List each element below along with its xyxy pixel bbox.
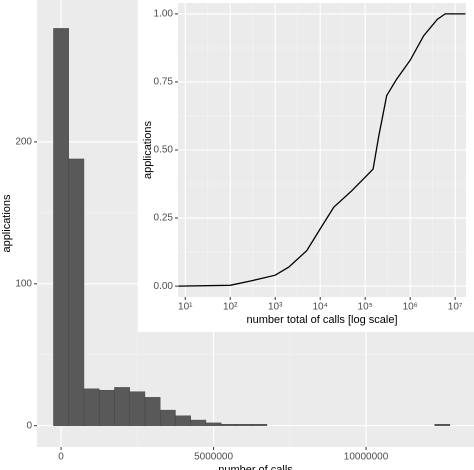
- x-tick-label: 10²: [223, 302, 238, 313]
- x-tick-label: 5000000: [194, 452, 233, 463]
- y-tick-label: 0.50: [154, 145, 174, 156]
- y-tick-label: 1.00: [154, 9, 174, 20]
- x-axis-label: number total of calls [log scale]: [246, 314, 397, 326]
- y-tick-label: 0.00: [154, 281, 174, 292]
- bar: [114, 387, 130, 426]
- x-tick-label: 10³: [268, 302, 283, 313]
- bar: [99, 390, 115, 426]
- x-tick-label: 10000000: [344, 452, 389, 463]
- bar: [175, 415, 191, 426]
- x-tick-label: 10⁴: [313, 302, 328, 313]
- y-tick-label: 0.25: [154, 213, 174, 224]
- x-tick-label: 10¹: [178, 302, 193, 313]
- x-tick-label: 10⁵: [358, 302, 373, 313]
- bar: [236, 424, 252, 426]
- bar: [190, 419, 207, 426]
- y-tick-label: 200: [15, 137, 32, 148]
- y-tick-label: 0: [26, 420, 32, 431]
- y-tick-label: 100: [15, 278, 32, 289]
- x-tick-label: 0: [58, 452, 64, 463]
- y-tick-label: 0.75: [154, 77, 174, 88]
- bar: [160, 409, 176, 426]
- y-axis-label: applications: [142, 120, 154, 179]
- bar: [220, 424, 237, 426]
- bar: [251, 424, 268, 426]
- bar: [434, 424, 451, 426]
- bar: [129, 391, 146, 426]
- x-tick-label: 10⁶: [403, 302, 418, 313]
- bar: [144, 397, 161, 426]
- bar: [68, 158, 85, 426]
- bar: [83, 388, 100, 426]
- line: [178, 13, 466, 287]
- x-tick-label: 10⁷: [448, 302, 463, 313]
- bar: [53, 28, 69, 426]
- bar: [205, 422, 222, 426]
- x-axis-label: number of calls: [218, 464, 293, 470]
- y-axis-label: applications: [1, 194, 13, 253]
